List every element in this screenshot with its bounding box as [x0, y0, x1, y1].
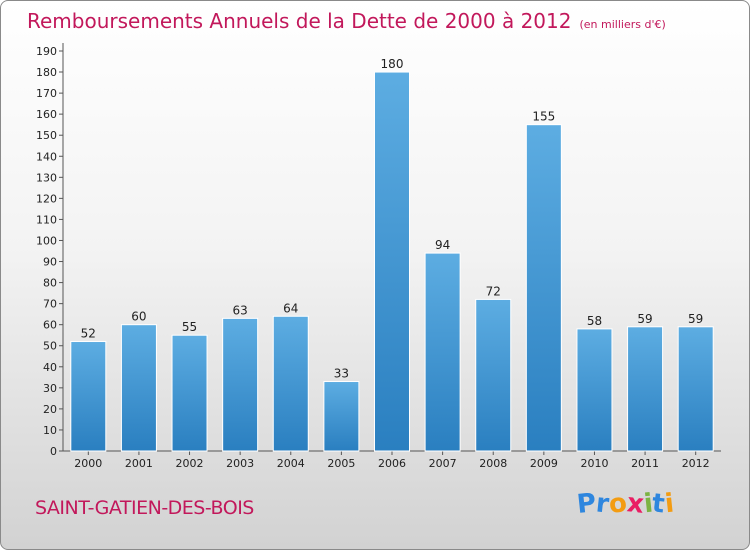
bar-value-label: 94	[435, 238, 450, 252]
x-tick-label: 2000	[74, 457, 102, 470]
y-tick-label: 100	[36, 234, 57, 247]
y-tick-label: 110	[36, 213, 57, 226]
bar-2010	[576, 328, 613, 452]
y-tick-label: 10	[43, 424, 57, 437]
proxiti-logo: Proxiti	[575, 488, 676, 520]
x-tick-label: 2010	[580, 457, 608, 470]
bar-2009	[525, 124, 562, 452]
x-tick-label: 2011	[631, 457, 659, 470]
bar-value-label: 64	[283, 301, 298, 315]
bar-2011	[627, 326, 664, 452]
y-tick-label: 40	[43, 361, 57, 374]
bar-value-label: 58	[587, 314, 602, 328]
x-tick-label: 2008	[479, 457, 507, 470]
bar-value-label: 59	[637, 312, 652, 326]
y-tick-label: 20	[43, 403, 57, 416]
y-tick-label: 120	[36, 192, 57, 205]
bar-value-label: 33	[334, 367, 349, 381]
axes: 0 10 20 30 40 50 60 70 80 90 100 110 120 130 140 150 160…	[36, 43, 721, 470]
bar-2002	[171, 334, 208, 452]
x-tick-label: 2006	[378, 457, 406, 470]
bar-value-label: 55	[182, 320, 197, 334]
y-tick-label: 50	[43, 340, 57, 353]
bar-2007	[424, 252, 461, 452]
logo-letter: i	[663, 488, 676, 520]
bar-value-label: 72	[486, 284, 501, 298]
y-tick-label: 170	[36, 87, 57, 100]
y-tick-label: 190	[36, 45, 57, 58]
bar-2001	[120, 324, 157, 452]
bar-2012	[677, 326, 714, 452]
bar-value-label: 60	[131, 310, 146, 324]
y-tick-label: 80	[43, 277, 57, 290]
bar-value-label: 180	[381, 57, 404, 71]
y-tick-label: 60	[43, 319, 57, 332]
chart-title-text: Remboursements Annuels de la Dette de 20…	[27, 9, 572, 33]
y-tick-label: 180	[36, 66, 57, 79]
x-tick-label: 2001	[125, 457, 153, 470]
y-tick-label: 0	[50, 445, 57, 458]
bar-2005	[323, 381, 360, 452]
y-tick-label: 150	[36, 129, 57, 142]
chart-title: Remboursements Annuels de la Dette de 20…	[27, 9, 666, 33]
commune-name: SAINT-GATIEN-DES-BOIS	[35, 497, 254, 519]
x-tick-label: 2004	[277, 457, 305, 470]
x-tick-label: 2009	[530, 457, 558, 470]
x-tick-label: 2012	[682, 457, 710, 470]
bars: 52 60 55 63 64 33 180 94 72 155 58 59 59	[70, 57, 714, 452]
bar-2003	[222, 317, 259, 452]
x-tick-label: 2007	[429, 457, 457, 470]
bar-value-label: 63	[233, 303, 248, 317]
y-tick-label: 90	[43, 256, 57, 269]
y-tick-label: 130	[36, 171, 57, 184]
x-tick-label: 2003	[226, 457, 254, 470]
bar-2008	[475, 298, 512, 452]
bar-2004	[272, 315, 309, 452]
x-tick-label: 2005	[327, 457, 355, 470]
x-tick-label: 2002	[176, 457, 204, 470]
y-tick-label: 160	[36, 108, 57, 121]
chart-subtitle: (en milliers d'€)	[579, 18, 666, 31]
bar-value-label: 155	[532, 110, 555, 124]
bar-2000	[70, 341, 107, 452]
y-tick-label: 30	[43, 382, 57, 395]
bar-2006	[374, 71, 410, 452]
bar-value-label: 52	[81, 327, 96, 341]
y-tick-label: 140	[36, 150, 57, 163]
bar-value-label: 59	[688, 312, 703, 326]
y-tick-label: 70	[43, 298, 57, 311]
